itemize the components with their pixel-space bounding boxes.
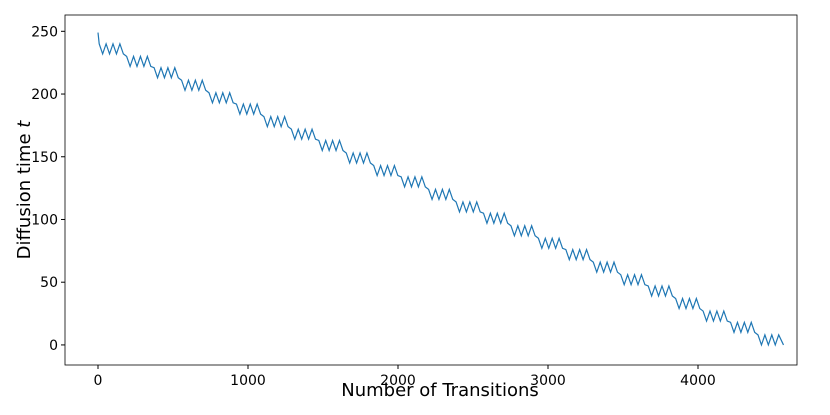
y-tick-label: 250	[31, 24, 58, 40]
y-axis-label-text: Diffusion time	[14, 133, 35, 259]
x-tick-label: 4000	[680, 373, 716, 389]
y-tick-label: 100	[31, 212, 58, 228]
y-tick-label: 50	[40, 275, 58, 291]
y-axis-label-symbol: t	[14, 120, 35, 128]
data-line	[97, 32, 785, 347]
x-tick-label: 1000	[230, 373, 266, 389]
y-tick-label: 150	[31, 150, 58, 166]
y-tick-label: 200	[31, 87, 58, 103]
x-tick-label: 0	[94, 373, 103, 389]
plot-frame	[64, 14, 798, 366]
y-tick-label: 0	[49, 338, 58, 354]
x-tick-label: 2000	[380, 373, 416, 389]
x-tick-label: 3000	[530, 373, 566, 389]
x-axis-label: Number of Transitions	[341, 380, 539, 401]
y-axis-label: Diffusion time t	[14, 120, 35, 260]
